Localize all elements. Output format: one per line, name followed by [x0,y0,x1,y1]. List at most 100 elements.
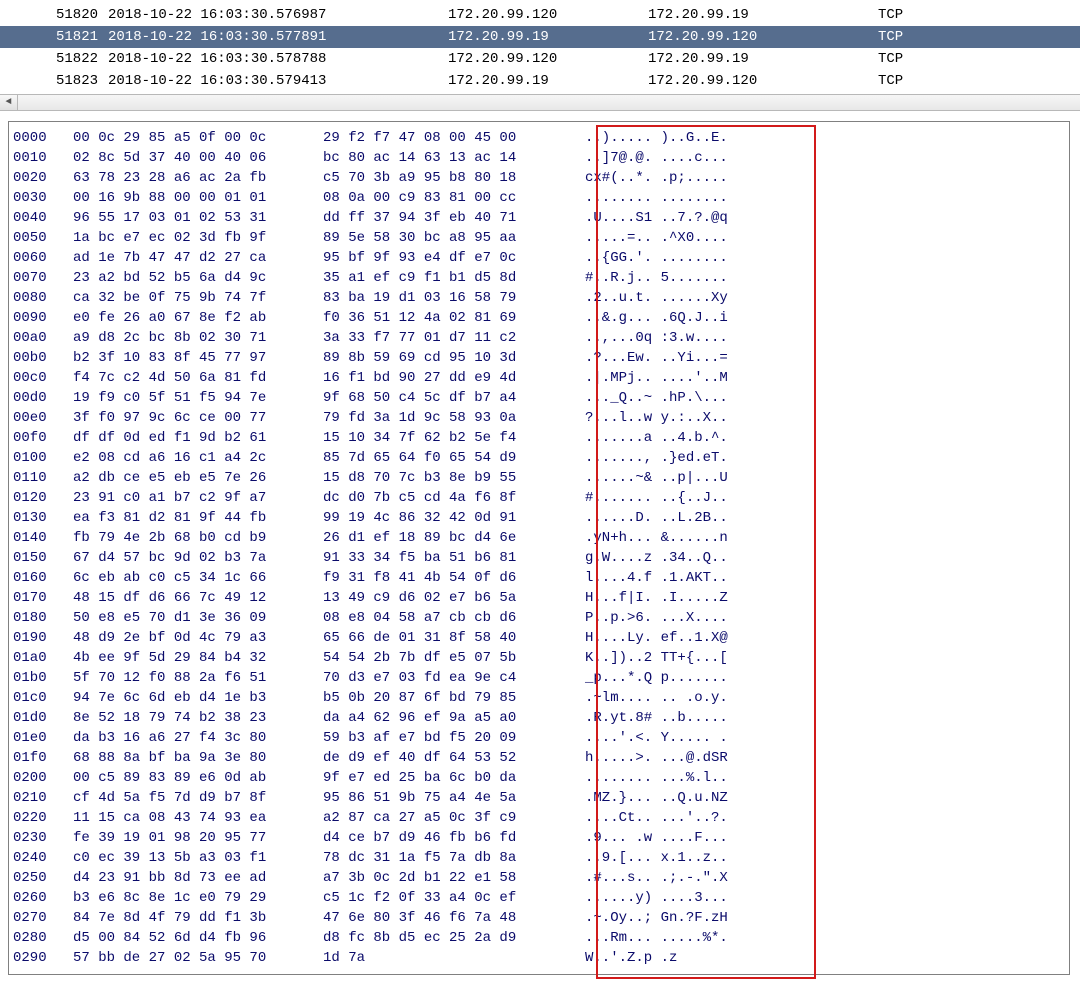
hexdump-row[interactable]: 01b05f 70 12 f0 88 2a f6 5170 d3 e7 03 f… [13,668,1065,688]
hex-bytes: dd ff 37 94 3f eb 40 71 [323,208,585,228]
hexdump-row[interactable]: 0250d4 23 91 bb 8d 73 ee ada7 3b 0c 2d b… [13,868,1065,888]
hexdump-pane[interactable]: 000000 0c 29 85 a5 0f 00 0c29 f2 f7 47 0… [8,121,1070,975]
hexdump-row[interactable]: 0240c0 ec 39 13 5b a3 03 f178 dc 31 1a f… [13,848,1065,868]
hex-bytes: f9 31 f8 41 4b 54 0f d6 [323,568,585,588]
hex-bytes: ca 32 be 0f 75 9b 74 7f [73,288,323,308]
hexdump-row[interactable]: 029057 bb de 27 02 5a 95 701d 7a W..'.Z.… [13,948,1065,968]
hexdump-row[interactable]: 0110a2 db ce e5 eb e5 7e 2615 d8 70 7c b… [13,468,1065,488]
hexdump-row[interactable]: 01c094 7e 6c 6d eb d4 1e b3b5 0b 20 87 6… [13,688,1065,708]
packet-source: 172.20.99.19 [448,73,648,89]
hexdump-row[interactable]: 001002 8c 5d 37 40 00 40 06bc 80 ac 14 6… [13,148,1065,168]
hex-ascii: .R.yt.8# ..b..... [585,708,795,728]
hexdump-row[interactable]: 017048 15 df d6 66 7c 49 1213 49 c9 d6 0… [13,588,1065,608]
hex-bytes: 11 15 ca 08 43 74 93 ea [73,808,323,828]
hexdump-row[interactable]: 012023 91 c0 a1 b7 c2 9f a7dc d0 7b c5 c… [13,488,1065,508]
hex-offset: 0100 [13,448,73,468]
hexdump-row[interactable]: 0060ad 1e 7b 47 47 d2 27 ca95 bf 9f 93 e… [13,248,1065,268]
hex-bytes: 16 f1 bd 90 27 dd e9 4d [323,368,585,388]
hex-bytes: da b3 16 a6 27 f4 3c 80 [73,728,323,748]
hex-ascii: .MZ.}... ..Q.u.NZ [585,788,795,808]
hex-ascii: ..._Q..~ .hP.\... [585,388,795,408]
hex-bytes: e0 fe 26 a0 67 8e f2 ab [73,308,323,328]
hex-bytes: 89 8b 59 69 cd 95 10 3d [323,348,585,368]
hex-offset: 01c0 [13,688,73,708]
hex-bytes: e2 08 cd a6 16 c1 a4 2c [73,448,323,468]
hex-ascii: .9... .w ....F... [585,828,795,848]
hex-bytes: 89 5e 58 30 bc a8 95 aa [323,228,585,248]
packet-row[interactable]: 518202018-10-22 16:03:30.576987172.20.99… [0,4,1080,26]
hex-ascii: ..{GG.'. ........ [585,248,795,268]
hex-offset: 00b0 [13,348,73,368]
hex-offset: 00c0 [13,368,73,388]
hexdump-row[interactable]: 0090e0 fe 26 a0 67 8e f2 abf0 36 51 12 4… [13,308,1065,328]
hexdump-row[interactable]: 0260b3 e6 8c 8e 1c e0 79 29c5 1c f2 0f 3… [13,888,1065,908]
hex-bytes: a2 87 ca 27 a5 0c 3f c9 [323,808,585,828]
hex-offset: 0040 [13,208,73,228]
hex-bytes: 8e 52 18 79 74 b2 38 23 [73,708,323,728]
hexdump-row[interactable]: 00d019 f9 c0 5f 51 f5 94 7e9f 68 50 c4 5… [13,388,1065,408]
hexdump-row[interactable]: 01d08e 52 18 79 74 b2 38 23da a4 62 96 e… [13,708,1065,728]
hex-bytes: ad 1e 7b 47 47 d2 27 ca [73,248,323,268]
hex-bytes: cf 4d 5a f5 7d d9 b7 8f [73,788,323,808]
hex-ascii: l....4.f .1.AKT.. [585,568,795,588]
hex-offset: 0010 [13,148,73,168]
packet-protocol: TCP [878,73,958,89]
hexdump-row[interactable]: 00b0b2 3f 10 83 8f 45 77 9789 8b 59 69 c… [13,348,1065,368]
hexdump-row[interactable]: 002063 78 23 28 a6 ac 2a fbc5 70 3b a9 9… [13,168,1065,188]
hexdump-row[interactable]: 00c0f4 7c c2 4d 50 6a 81 fd16 f1 bd 90 2… [13,368,1065,388]
hex-ascii: g.W....z .34..Q.. [585,548,795,568]
packet-destination: 172.20.99.19 [648,7,878,23]
hex-bytes: 00 16 9b 88 00 00 01 01 [73,188,323,208]
hex-bytes: 79 fd 3a 1d 9c 58 93 0a [323,408,585,428]
hexdump-row[interactable]: 01a04b ee 9f 5d 29 84 b4 3254 54 2b 7b d… [13,648,1065,668]
hex-bytes: 68 88 8a bf ba 9a 3e 80 [73,748,323,768]
packet-row[interactable]: 518212018-10-22 16:03:30.577891172.20.99… [0,26,1080,48]
hexdump-row[interactable]: 01e0da b3 16 a6 27 f4 3c 8059 b3 af e7 b… [13,728,1065,748]
hex-bytes: f0 36 51 12 4a 02 81 69 [323,308,585,328]
hex-bytes: b3 e6 8c 8e 1c e0 79 29 [73,888,323,908]
hex-offset: 0000 [13,128,73,148]
hex-offset: 01e0 [13,728,73,748]
hexdump-row[interactable]: 00a0a9 d8 2c bc 8b 02 30 713a 33 f7 77 0… [13,328,1065,348]
hex-offset: 0130 [13,508,73,528]
hex-ascii: ....'.<. Y..... . [585,728,795,748]
hexdump-row[interactable]: 0130ea f3 81 d2 81 9f 44 fb99 19 4c 86 3… [13,508,1065,528]
hex-ascii: .|.MPj.. ....'..M [585,368,795,388]
hex-offset: 0060 [13,248,73,268]
packet-row[interactable]: 518222018-10-22 16:03:30.578788172.20.99… [0,48,1080,70]
hexdump-row[interactable]: 0100e2 08 cd a6 16 c1 a4 2c85 7d 65 64 f… [13,448,1065,468]
hexdump-row[interactable]: 004096 55 17 03 01 02 53 31dd ff 37 94 3… [13,208,1065,228]
hexdump-row[interactable]: 0230fe 39 19 01 98 20 95 77d4 ce b7 d9 4… [13,828,1065,848]
packet-protocol: TCP [878,29,958,45]
hexdump-row[interactable]: 019048 d9 2e bf 0d 4c 79 a365 66 de 01 3… [13,628,1065,648]
hex-bytes: de d9 ef 40 df 64 53 52 [323,748,585,768]
hexdump-row[interactable]: 003000 16 9b 88 00 00 01 0108 0a 00 c9 8… [13,188,1065,208]
hex-ascii: ......~& ..p|...U [585,468,795,488]
hexdump-row[interactable]: 022011 15 ca 08 43 74 93 eaa2 87 ca 27 a… [13,808,1065,828]
hexdump-row[interactable]: 00e03f f0 97 9c 6c ce 00 7779 fd 3a 1d 9… [13,408,1065,428]
scroll-left-arrow[interactable]: ◄ [0,95,18,110]
hexdump-row[interactable]: 015067 d4 57 bc 9d 02 b3 7a91 33 34 f5 b… [13,548,1065,568]
hexdump-row[interactable]: 01606c eb ab c0 c5 34 1c 66f9 31 f8 41 4… [13,568,1065,588]
hexdump-row[interactable]: 0140fb 79 4e 2b 68 b0 cd b926 d1 ef 18 8… [13,528,1065,548]
hexdump-row[interactable]: 020000 c5 89 83 89 e6 0d ab9f e7 ed 25 b… [13,768,1065,788]
hexdump-row[interactable]: 0210cf 4d 5a f5 7d d9 b7 8f95 86 51 9b 7… [13,788,1065,808]
hexdump-row[interactable]: 027084 7e 8d 4f 79 dd f1 3b47 6e 80 3f 4… [13,908,1065,928]
hex-ascii: _p...*.Q p....... [585,668,795,688]
hex-bytes: 35 a1 ef c9 f1 b1 d5 8d [323,268,585,288]
hexdump-row[interactable]: 01f068 88 8a bf ba 9a 3e 80de d9 ef 40 d… [13,748,1065,768]
packet-row[interactable]: 518232018-10-22 16:03:30.579413172.20.99… [0,70,1080,92]
packet-destination: 172.20.99.120 [648,73,878,89]
hex-bytes: 57 bb de 27 02 5a 95 70 [73,948,323,968]
hexdump-row[interactable]: 000000 0c 29 85 a5 0f 00 0c29 f2 f7 47 0… [13,128,1065,148]
hexdump-row[interactable]: 0080ca 32 be 0f 75 9b 74 7f83 ba 19 d1 0… [13,288,1065,308]
hexdump-row[interactable]: 007023 a2 bd 52 b5 6a d4 9c35 a1 ef c9 f… [13,268,1065,288]
horizontal-scrollbar[interactable]: ◄ [0,94,1080,111]
hex-bytes: 70 d3 e7 03 fd ea 9e c4 [323,668,585,688]
hexdump-row[interactable]: 0280d5 00 84 52 6d d4 fb 96d8 fc 8b d5 e… [13,928,1065,948]
hexdump-row[interactable]: 00501a bc e7 ec 02 3d fb 9f89 5e 58 30 b… [13,228,1065,248]
hexdump-row[interactable]: 00f0df df 0d ed f1 9d b2 6115 10 34 7f 6… [13,428,1065,448]
hexdump-row[interactable]: 018050 e8 e5 70 d1 3e 36 0908 e8 04 58 a… [13,608,1065,628]
packet-list[interactable]: 518202018-10-22 16:03:30.576987172.20.99… [0,0,1080,94]
hex-bytes: 3a 33 f7 77 01 d7 11 c2 [323,328,585,348]
